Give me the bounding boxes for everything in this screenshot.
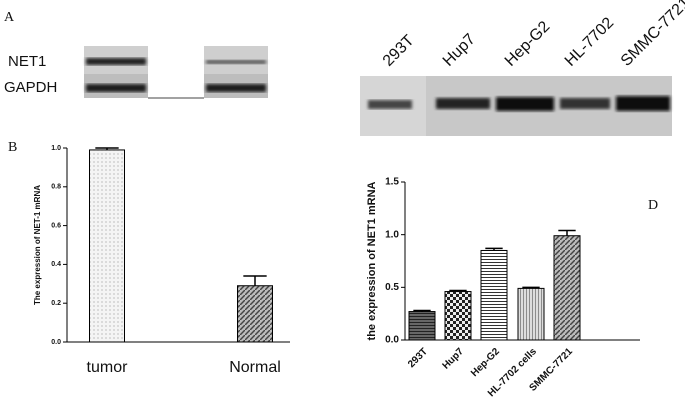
bar <box>408 311 436 341</box>
x-tick-label: tumor <box>87 359 129 376</box>
y-axis-label: The expression of NET-1 mRNA <box>33 185 42 305</box>
error-bar <box>522 286 540 289</box>
y-tick-label: 0.4 <box>51 261 61 268</box>
error-bar <box>413 309 431 312</box>
lane-label: 293T <box>380 32 418 70</box>
lane-label: HL-7702 <box>562 14 618 70</box>
bar <box>517 287 545 341</box>
blot-row-label: NET1 <box>8 53 46 70</box>
error-bar <box>449 289 467 292</box>
y-tick-label: 0.5 <box>385 282 399 293</box>
panel-label: D <box>648 198 658 213</box>
error-bar <box>485 247 503 251</box>
x-tick-label: Hep-G2 <box>469 346 502 379</box>
bar <box>444 291 472 341</box>
y-tick-label: 1.0 <box>385 229 399 240</box>
error-bar <box>95 147 119 150</box>
lane-label: Hep-G2 <box>502 18 554 70</box>
x-tick-label: 293T <box>406 346 430 370</box>
y-tick-label: 0.2 <box>51 300 61 307</box>
bar <box>480 249 508 341</box>
blot-row-label: GAPDH <box>4 79 57 96</box>
y-tick-label: 0.6 <box>51 222 61 229</box>
x-tick-label: Normal <box>229 359 281 376</box>
y-tick-label: 1.0 <box>51 145 61 152</box>
lane-label: Hup7 <box>440 31 479 70</box>
y-tick-label: 0.0 <box>385 335 399 346</box>
bar <box>553 235 581 341</box>
bar <box>237 285 273 343</box>
error-bar <box>243 275 267 286</box>
panel-label: B <box>8 140 17 155</box>
error-bar <box>558 229 576 236</box>
y-tick-label: 0.0 <box>51 339 61 346</box>
bar <box>89 149 125 343</box>
blot-image <box>84 46 268 99</box>
y-tick-label: 0.8 <box>51 184 61 191</box>
y-axis-label: the expression of NET1 mRNA <box>366 181 378 340</box>
blot-image <box>360 76 672 136</box>
panel-label: A <box>4 10 15 25</box>
y-tick-label: 1.5 <box>385 177 399 188</box>
x-tick-label: Hup7 <box>441 346 467 372</box>
lane-label: SMMC-7721 <box>618 0 685 70</box>
